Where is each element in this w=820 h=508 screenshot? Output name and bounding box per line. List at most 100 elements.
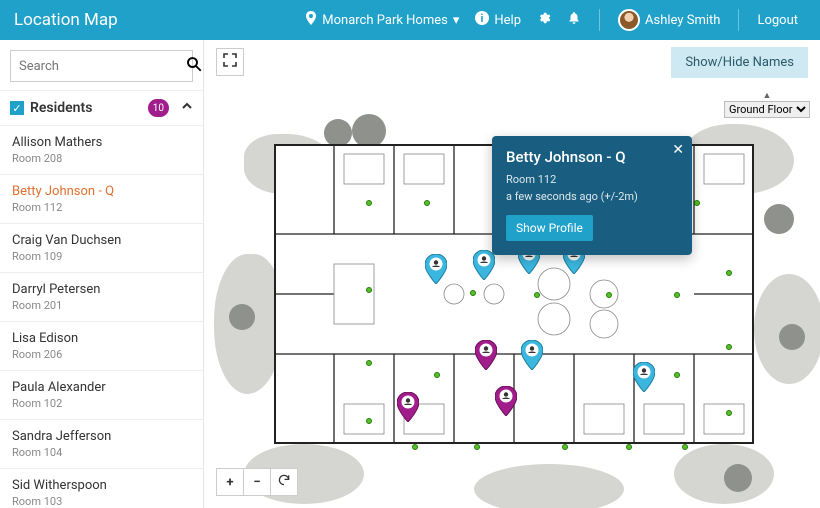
- sensor-dot: [366, 287, 372, 293]
- user-menu[interactable]: Ashley Smith: [618, 9, 720, 31]
- sidebar: ✓ Residents 10 Allison Mathers Room 208 Be…: [0, 40, 204, 508]
- resident-name: Allison Mathers: [12, 135, 191, 150]
- logout-label: Logout: [757, 13, 798, 28]
- residents-section-header[interactable]: ✓ Residents 10: [0, 90, 203, 126]
- resident-room: Room 201: [12, 299, 191, 312]
- popup-room: Room 112: [506, 172, 678, 189]
- sensor-dot: [534, 292, 540, 298]
- sensor-dot: [412, 444, 418, 450]
- floor-selector[interactable]: ▲ Ground Floor: [724, 90, 810, 118]
- zoom-in-button[interactable]: +: [216, 468, 244, 496]
- search-input[interactable]: [19, 59, 185, 74]
- resident-room: Room 103: [12, 495, 191, 508]
- popup-time: a few seconds ago (+/-2m): [506, 189, 678, 206]
- resident-room: Room 104: [12, 446, 191, 459]
- list-item[interactable]: Allison Mathers Room 208: [0, 126, 203, 175]
- search-box[interactable]: [10, 50, 193, 82]
- avatar: [618, 9, 640, 31]
- list-item[interactable]: Craig Van DuchsenRoom 109: [0, 224, 203, 273]
- resident-name: Sid Witherspoon: [12, 478, 191, 493]
- list-item[interactable]: Sandra Jefferson Room 104: [0, 420, 203, 469]
- list-item[interactable]: Paula Alexander Room 102: [0, 371, 203, 420]
- list-item[interactable]: Lisa Edison Room 206: [0, 322, 203, 371]
- resident-room: Room 208: [12, 152, 191, 165]
- refresh-icon: [277, 473, 291, 491]
- map-pin[interactable]: [495, 386, 517, 416]
- svg-text:i: i: [481, 12, 484, 25]
- resident-room: Room 109: [12, 250, 191, 263]
- resident-room: Room 102: [12, 397, 191, 410]
- resident-name: Lisa Edison: [12, 331, 191, 346]
- divider: [599, 9, 600, 31]
- show-profile-button[interactable]: Show Profile: [506, 215, 593, 241]
- pin-icon: [305, 11, 317, 29]
- zoom-controls: + −: [216, 468, 297, 496]
- resident-popup: ✕ Betty Johnson - Q Room 112 a few secon…: [492, 136, 692, 255]
- page-title: Location Map: [14, 10, 118, 30]
- gear-icon: [537, 11, 551, 29]
- help-button[interactable]: i Help: [475, 11, 521, 29]
- list-item[interactable]: Darryl Petersen Room 201: [0, 273, 203, 322]
- residents-list: Allison Mathers Room 208 Betty Johnson - Q…: [0, 126, 203, 508]
- zoom-reset-button[interactable]: [270, 468, 298, 496]
- sensor-dot: [470, 290, 476, 296]
- settings-button[interactable]: [537, 11, 551, 29]
- chevron-up-icon: [181, 100, 193, 116]
- map-pin[interactable]: [475, 340, 497, 370]
- sensor-dot: [434, 372, 440, 378]
- map-pin[interactable]: [633, 362, 655, 392]
- list-item[interactable]: Betty Johnson - Q Room 112: [0, 175, 203, 224]
- logout-button[interactable]: Logout: [757, 13, 798, 28]
- sensor-dot: [424, 200, 430, 206]
- count-badge: 10: [148, 99, 169, 117]
- resident-name: Betty Johnson - Q: [12, 184, 191, 199]
- resident-name: Paula Alexander: [12, 380, 191, 395]
- location-dropdown[interactable]: Monarch Park Homes ▾: [305, 11, 459, 29]
- search-icon[interactable]: [185, 55, 203, 77]
- fullscreen-button[interactable]: [216, 48, 244, 76]
- expand-icon: [223, 53, 237, 71]
- sensor-dot: [562, 444, 568, 450]
- floor-select[interactable]: Ground Floor: [724, 101, 810, 118]
- popup-title: Betty Johnson - Q: [506, 148, 678, 166]
- sensor-dot: [726, 344, 732, 350]
- map-pin[interactable]: [425, 254, 447, 284]
- checkbox-icon[interactable]: ✓: [10, 101, 24, 115]
- location-name: Monarch Park Homes: [322, 13, 448, 28]
- floor-up-icon[interactable]: ▲: [724, 90, 810, 101]
- sensor-dot: [674, 292, 680, 298]
- chevron-down-icon: ▾: [453, 13, 460, 28]
- tree-icon: [229, 304, 255, 330]
- section-label: Residents: [30, 100, 92, 116]
- top-bar: Location Map Monarch Park Homes ▾ i Help…: [0, 0, 820, 40]
- divider: [738, 9, 739, 31]
- tree-icon: [764, 204, 794, 234]
- sensor-dot: [474, 444, 480, 450]
- notifications-button[interactable]: [567, 11, 581, 29]
- sensor-dot: [626, 444, 632, 450]
- sensor-dot: [366, 360, 372, 366]
- show-hide-names-button[interactable]: Show/Hide Names: [671, 47, 808, 78]
- bell-icon: [567, 11, 581, 29]
- info-icon: i: [475, 11, 489, 29]
- help-label: Help: [494, 13, 521, 28]
- close-icon[interactable]: ✕: [672, 142, 684, 158]
- map-area[interactable]: ▲ Ground Floor: [204, 84, 820, 508]
- resident-room: Room 112: [12, 201, 191, 214]
- user-name: Ashley Smith: [645, 13, 720, 28]
- floor-plan: ✕ Betty Johnson - Q Room 112 a few secon…: [274, 122, 754, 462]
- resident-room: Room 206: [12, 348, 191, 361]
- map-pin[interactable]: [473, 250, 495, 280]
- main-panel: Show/Hide Names ▲ Ground Floor: [204, 40, 820, 508]
- sensor-dot: [682, 444, 688, 450]
- zoom-out-button[interactable]: −: [243, 468, 271, 496]
- list-item[interactable]: Sid Witherspoon Room 103: [0, 469, 203, 508]
- sensor-dot: [366, 418, 372, 424]
- sensor-dot: [606, 292, 612, 298]
- map-pin[interactable]: [397, 392, 419, 422]
- resident-name: Sandra Jefferson: [12, 429, 191, 444]
- resident-name: Darryl Petersen: [12, 282, 191, 297]
- map-pin[interactable]: [521, 340, 543, 370]
- sensor-dot: [366, 200, 372, 206]
- tree-icon: [779, 324, 805, 350]
